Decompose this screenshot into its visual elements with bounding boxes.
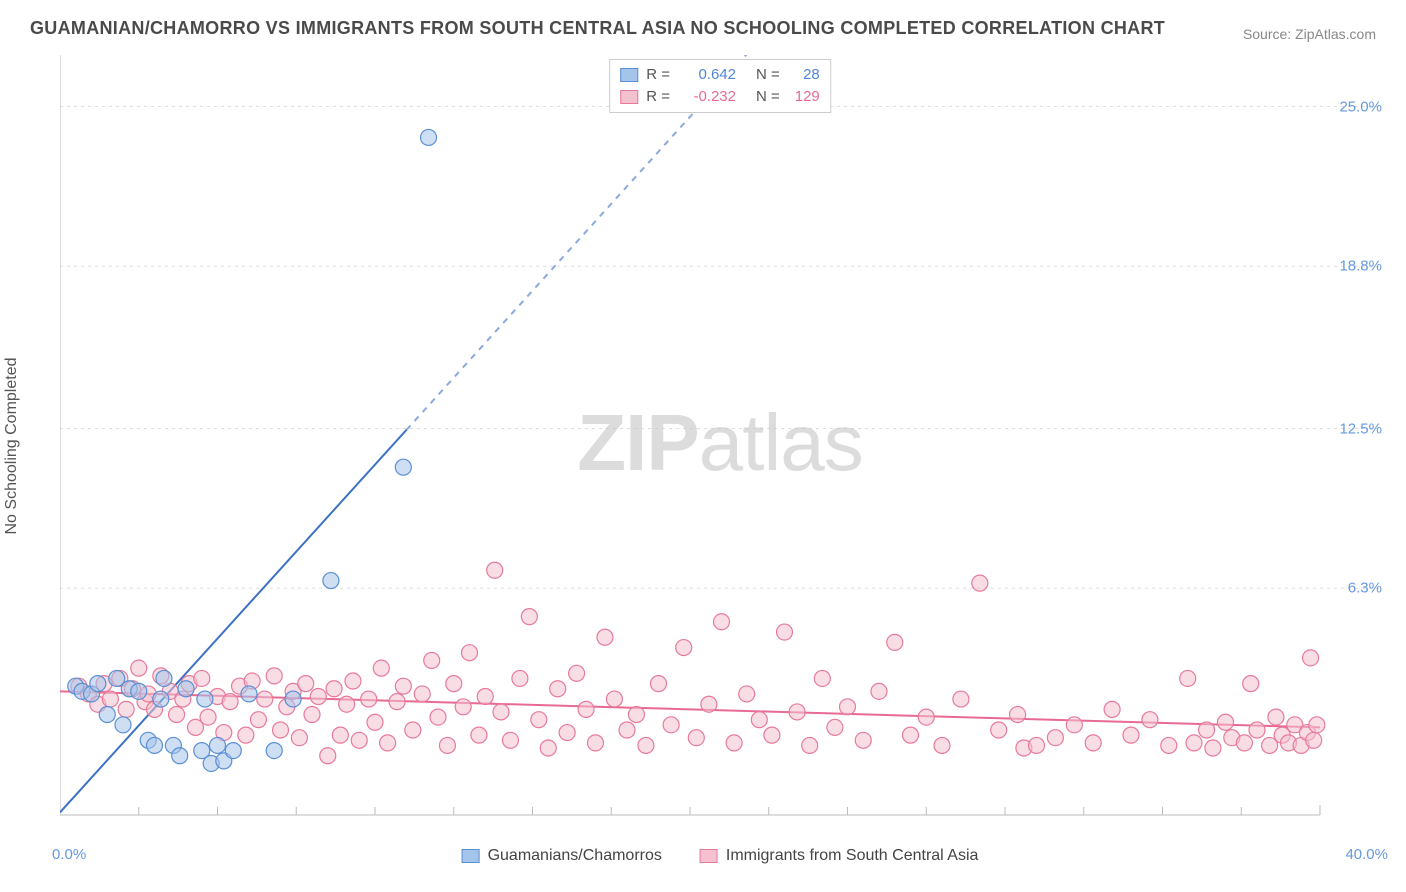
swatch-blue [620,68,638,82]
n-value-blue: 28 [788,64,820,86]
r-value-pink: -0.232 [680,86,736,108]
chart-area: ZIPatlas R = 0.642 N = 28 R = -0.232 N =… [60,55,1380,835]
n-value-pink: 129 [788,86,820,108]
correlation-legend: R = 0.642 N = 28 R = -0.232 N = 129 [609,59,831,113]
swatch-pink [700,849,718,863]
series-legend: Guamanians/Chamorros Immigrants from Sou… [462,847,979,865]
r-value-blue: 0.642 [680,64,736,86]
r-label: R = [646,64,670,86]
series-name-pink: Immigrants from South Central Asia [726,847,979,865]
source-text: Source: ZipAtlas.com [1243,26,1376,42]
y-tick-label: 25.0% [1339,98,1382,115]
r-label: R = [646,86,670,108]
x-tick-max: 40.0% [1345,846,1388,863]
n-label: N = [756,64,780,86]
legend-item-blue: Guamanians/Chamorros [462,847,662,865]
y-axis-label: No Schooling Completed [3,358,21,535]
y-tick-label: 6.3% [1348,580,1382,597]
y-tick-label: 18.8% [1339,258,1382,275]
n-label: N = [756,86,780,108]
chart-title: GUAMANIAN/CHAMORRO VS IMMIGRANTS FROM SO… [30,18,1165,39]
chart-svg [60,55,1380,835]
legend-row-pink: R = -0.232 N = 129 [620,86,820,108]
x-tick-min: 0.0% [52,846,86,863]
swatch-pink [620,90,638,104]
y-tick-label: 12.5% [1339,420,1382,437]
legend-item-pink: Immigrants from South Central Asia [700,847,979,865]
legend-row-blue: R = 0.642 N = 28 [620,64,820,86]
series-name-blue: Guamanians/Chamorros [488,847,662,865]
swatch-blue [462,849,480,863]
